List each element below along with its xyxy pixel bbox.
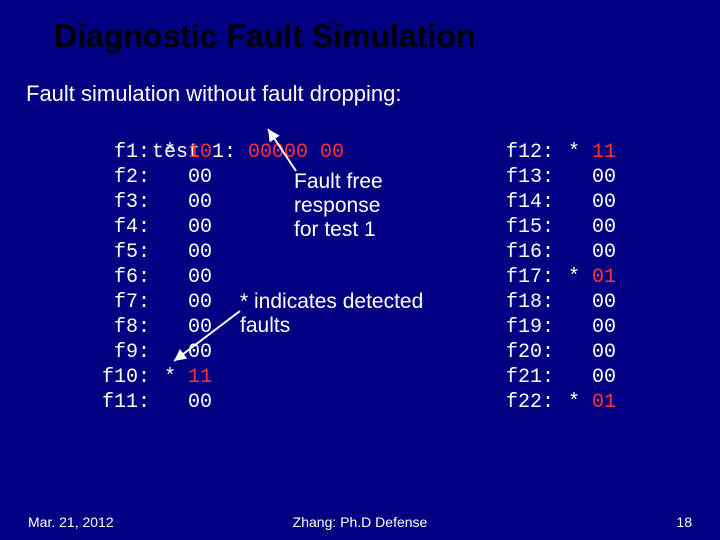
star-icon — [162, 265, 176, 290]
footer: Mar. 21, 2012 Zhang: Ph.D Defense 18 — [28, 514, 692, 530]
star-icon — [566, 340, 580, 365]
fault-value: 00 — [176, 266, 212, 289]
fault-label: f17: — [502, 265, 554, 290]
fault-row: f4: 00 — [98, 215, 212, 240]
fault-value: 00 — [580, 191, 616, 214]
fault-row: f2: 00 — [98, 165, 212, 190]
fault-label: f6: — [98, 265, 150, 290]
fault-label: f2: — [98, 165, 150, 190]
fault-row: f15: 00 — [502, 215, 616, 240]
fault-label: f12: — [502, 140, 554, 165]
fault-value: 00 — [580, 166, 616, 189]
slide-title: Diagnostic Fault Simulation — [54, 18, 690, 55]
fault-label: f3: — [98, 190, 150, 215]
annotation-line: * indicates detected — [240, 290, 423, 314]
fault-value: 01 — [580, 391, 616, 414]
star-icon: * — [162, 140, 176, 165]
fault-value: 00 — [580, 366, 616, 389]
fault-value: 11 — [580, 141, 616, 164]
fault-label: f4: — [98, 215, 150, 240]
fault-value: 00 — [580, 241, 616, 264]
fault-row: f16: 00 — [502, 240, 616, 265]
star-icon: * — [566, 390, 580, 415]
footer-date: Mar. 21, 2012 — [28, 514, 114, 530]
star-icon — [162, 165, 176, 190]
annotation-fault-free: Fault free response for test 1 — [294, 170, 383, 242]
star-icon — [162, 215, 176, 240]
arrow-to-star — [166, 307, 246, 367]
fault-row: f1: * 10 — [98, 140, 212, 165]
footer-page: 18 — [676, 514, 692, 530]
content-area: test 1: 00000 00 f1: * 10f2: 00f3: 00f4:… — [30, 115, 690, 485]
fault-label: f18: — [502, 290, 554, 315]
star-icon: * — [566, 140, 580, 165]
fault-label: f22: — [502, 390, 554, 415]
fault-label: f10: — [98, 365, 150, 390]
star-icon — [566, 315, 580, 340]
fault-label: f5: — [98, 240, 150, 265]
fault-row: f3: 00 — [98, 190, 212, 215]
star-icon — [162, 390, 176, 415]
fault-label: f20: — [502, 340, 554, 365]
fault-label: f13: — [502, 165, 554, 190]
fault-label: f14: — [502, 190, 554, 215]
fault-value: 00 — [176, 216, 212, 239]
fault-row: f12: * 11 — [502, 140, 616, 165]
arrow-to-test-value — [262, 123, 302, 175]
star-icon — [566, 365, 580, 390]
fault-row: f10: * 11 — [98, 365, 212, 390]
fault-value: 00 — [176, 241, 212, 264]
fault-row: f18: 00 — [502, 290, 616, 315]
fault-label: f9: — [98, 340, 150, 365]
fault-value: 10 — [176, 141, 212, 164]
star-icon — [566, 215, 580, 240]
fault-label: f19: — [502, 315, 554, 340]
fault-row: f22: * 01 — [502, 390, 616, 415]
fault-value: 00 — [580, 341, 616, 364]
fault-row: f19: 00 — [502, 315, 616, 340]
fault-row: f17: * 01 — [502, 265, 616, 290]
fault-value: 00 — [176, 166, 212, 189]
subtitle: Fault simulation without fault dropping: — [26, 81, 690, 107]
annotation-line: for test 1 — [294, 218, 383, 242]
star-icon — [566, 165, 580, 190]
fault-column-left: f1: * 10f2: 00f3: 00f4: 00f5: 00f6: 00f7… — [98, 140, 212, 415]
fault-value: 00 — [580, 316, 616, 339]
fault-value: 00 — [176, 191, 212, 214]
star-icon — [162, 240, 176, 265]
fault-label: f16: — [502, 240, 554, 265]
fault-value: 01 — [580, 266, 616, 289]
annotation-line: faults — [240, 314, 423, 338]
fault-row: f20: 00 — [502, 340, 616, 365]
fault-label: f15: — [502, 215, 554, 240]
fault-value: 00 — [176, 391, 212, 414]
fault-label: f8: — [98, 315, 150, 340]
fault-row: f13: 00 — [502, 165, 616, 190]
annotation-line: response — [294, 194, 383, 218]
fault-row: f6: 00 — [98, 265, 212, 290]
star-icon — [162, 190, 176, 215]
annotation-line: Fault free — [294, 170, 383, 194]
annotation-star: * indicates detected faults — [240, 290, 423, 338]
fault-label: f11: — [98, 390, 150, 415]
star-icon — [566, 240, 580, 265]
fault-row: f21: 00 — [502, 365, 616, 390]
fault-value: 11 — [176, 366, 212, 389]
fault-label: f21: — [502, 365, 554, 390]
star-icon: * — [162, 365, 176, 390]
fault-row: f5: 00 — [98, 240, 212, 265]
fault-row: f11: 00 — [98, 390, 212, 415]
star-icon — [566, 290, 580, 315]
fault-label: f1: — [98, 140, 150, 165]
star-icon: * — [566, 265, 580, 290]
fault-row: f14: 00 — [502, 190, 616, 215]
fault-column-right: f12: * 11f13: 00f14: 00f15: 00f16: 00f17… — [502, 140, 616, 415]
star-icon — [566, 190, 580, 215]
fault-value: 00 — [580, 291, 616, 314]
fault-label: f7: — [98, 290, 150, 315]
fault-value: 00 — [580, 216, 616, 239]
footer-center: Zhang: Ph.D Defense — [293, 514, 428, 530]
